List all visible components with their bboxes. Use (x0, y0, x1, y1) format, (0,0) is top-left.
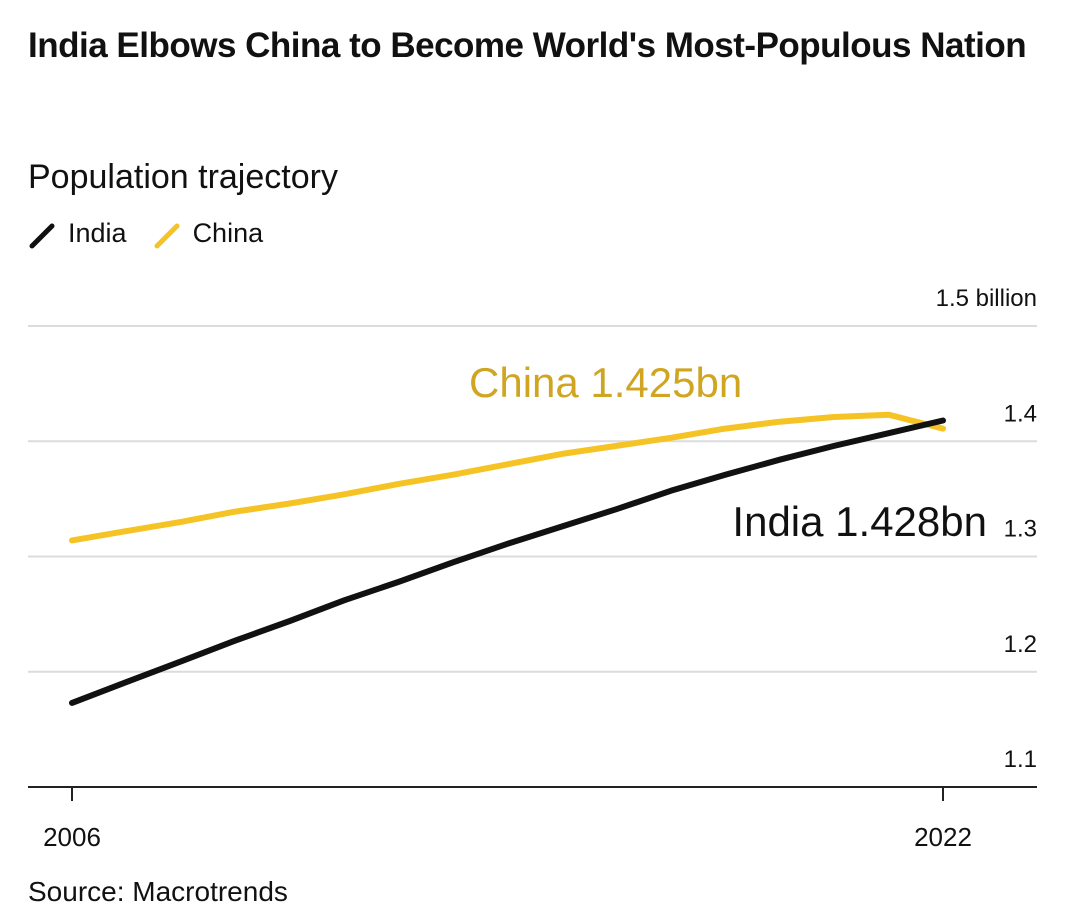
y-tick-label: 1.3 (1004, 516, 1037, 543)
legend-swatch-india (29, 223, 55, 248)
series-lines (69, 411, 946, 706)
series-line-china (69, 411, 946, 544)
y-tick-labels: 1.5 billion 1.4 1.3 1.2 1.1 (936, 285, 1037, 773)
legend-swatch-china (154, 223, 180, 248)
legend-item-india: India (28, 218, 127, 249)
y-tick-label: 1.1 (1004, 746, 1037, 773)
chart-subtitle: Population trajectory (28, 158, 338, 196)
legend-item-china: China (153, 218, 264, 249)
grid-lines (28, 325, 1037, 673)
y-tick-label: 1.4 (1004, 400, 1037, 427)
series-labels: China 1.425bn India 1.428bn (469, 359, 987, 545)
series-label-china: China 1.425bn (469, 359, 742, 406)
y-tick-label: 1.2 (1004, 631, 1037, 658)
x-tick-labels: 2006 2022 (43, 822, 972, 852)
legend-line-china (154, 223, 180, 248)
x-ticks (71, 787, 944, 801)
series-line-india (69, 417, 946, 706)
x-tick-label: 2006 (43, 822, 101, 852)
legend: India China (28, 218, 289, 249)
legend-line-india (29, 223, 55, 248)
x-tick-label: 2022 (914, 822, 972, 852)
y-tick-label: 1.5 billion (936, 285, 1037, 312)
source-note: Source: Macrotrends (28, 876, 288, 907)
series-label-india: India 1.428bn (732, 498, 987, 545)
legend-label-india: India (68, 218, 127, 248)
chart-title: India Elbows China to Become World's Mos… (28, 26, 1027, 65)
legend-label-china: China (192, 218, 264, 248)
